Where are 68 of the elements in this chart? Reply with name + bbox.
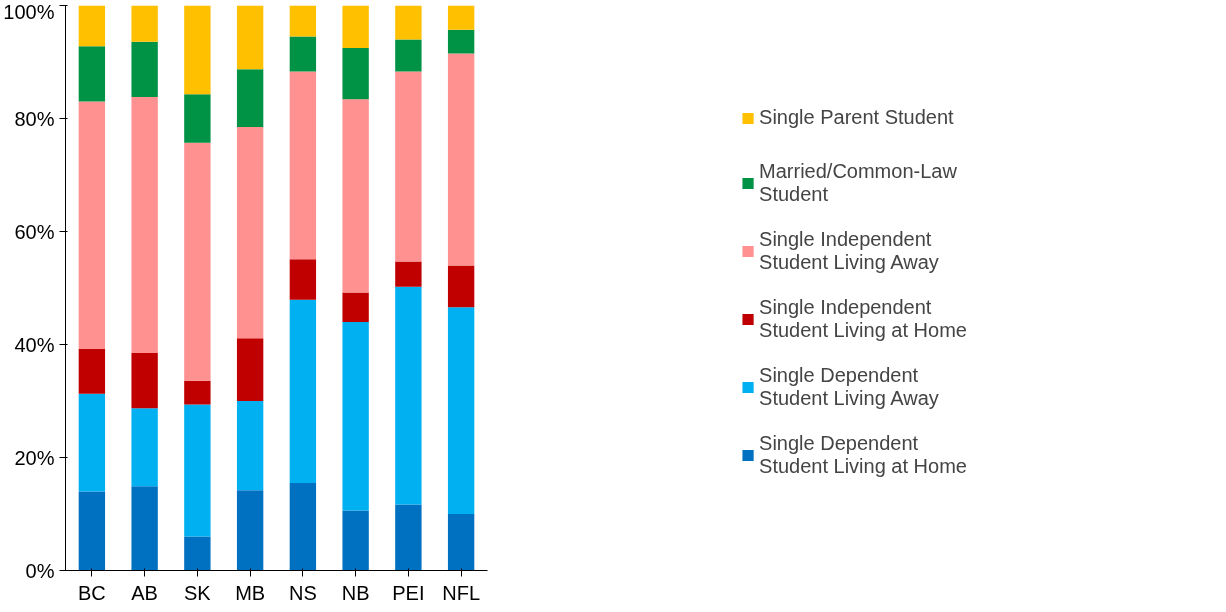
x-tick-label: AB <box>131 581 158 604</box>
bar <box>184 94 211 143</box>
y-tick-label: 0% <box>25 559 55 582</box>
x-tick-label: BC <box>77 581 106 604</box>
bar <box>395 5 422 40</box>
bar <box>131 352 158 409</box>
legend-label: Single Independent Student Living Away <box>759 227 939 274</box>
bar <box>447 265 475 308</box>
bar <box>342 47 369 100</box>
x-tick-label: NB <box>341 581 370 604</box>
legend-label: Single Dependent Student Living at Home <box>759 431 967 478</box>
bar <box>289 482 317 571</box>
bar <box>236 338 264 401</box>
bar <box>236 69 264 127</box>
bar <box>184 404 211 537</box>
legend-label: Single Dependent Student Living Away <box>759 363 939 410</box>
bar <box>342 292 369 322</box>
legend-label: Married/Common-Law Student <box>759 159 957 206</box>
bar <box>184 380 211 405</box>
bar <box>447 29 475 54</box>
bar <box>395 261 422 287</box>
bar <box>447 307 475 514</box>
bar <box>289 299 317 483</box>
x-tick-label: SK <box>184 581 212 604</box>
x-tick-label: MB <box>235 581 266 604</box>
bar <box>289 5 317 37</box>
bar <box>184 536 211 571</box>
bar <box>78 491 106 571</box>
x-tick-label: PEI <box>392 581 425 604</box>
bar <box>131 408 158 487</box>
bar <box>184 5 211 95</box>
bar <box>395 71 422 262</box>
legend-label: Single Independent Student Living at Home <box>759 295 967 342</box>
bar <box>236 126 264 339</box>
y-tick-label: 100% <box>3 0 55 23</box>
y-tick-label: 80% <box>14 107 55 130</box>
bar <box>236 401 264 491</box>
y-tick-label: 40% <box>14 333 55 356</box>
bar <box>342 321 369 511</box>
bar <box>342 510 369 571</box>
bar <box>131 5 158 42</box>
bar <box>78 5 106 47</box>
bar <box>395 39 422 72</box>
bar <box>447 5 475 30</box>
bar <box>131 486 158 571</box>
y-tick-label: 60% <box>14 220 55 243</box>
bar <box>395 286 422 505</box>
bar <box>236 5 264 70</box>
bar <box>184 142 211 381</box>
bar <box>447 53 475 266</box>
y-tick-label: 20% <box>14 446 55 469</box>
bar <box>78 46 106 102</box>
bar <box>447 514 475 571</box>
bar <box>78 101 106 350</box>
bar <box>395 504 422 571</box>
bar <box>131 97 158 353</box>
bar <box>289 36 317 72</box>
legend-label: Single Parent Student <box>759 105 954 130</box>
x-tick-label: NS <box>288 581 317 604</box>
bar <box>78 393 106 492</box>
x-tick-label: NFL <box>442 581 481 604</box>
bar <box>131 41 158 98</box>
bar <box>342 99 369 293</box>
bar <box>342 5 369 48</box>
bar <box>289 71 317 260</box>
bar <box>236 490 264 571</box>
bar <box>289 259 317 300</box>
bar <box>78 349 106 394</box>
